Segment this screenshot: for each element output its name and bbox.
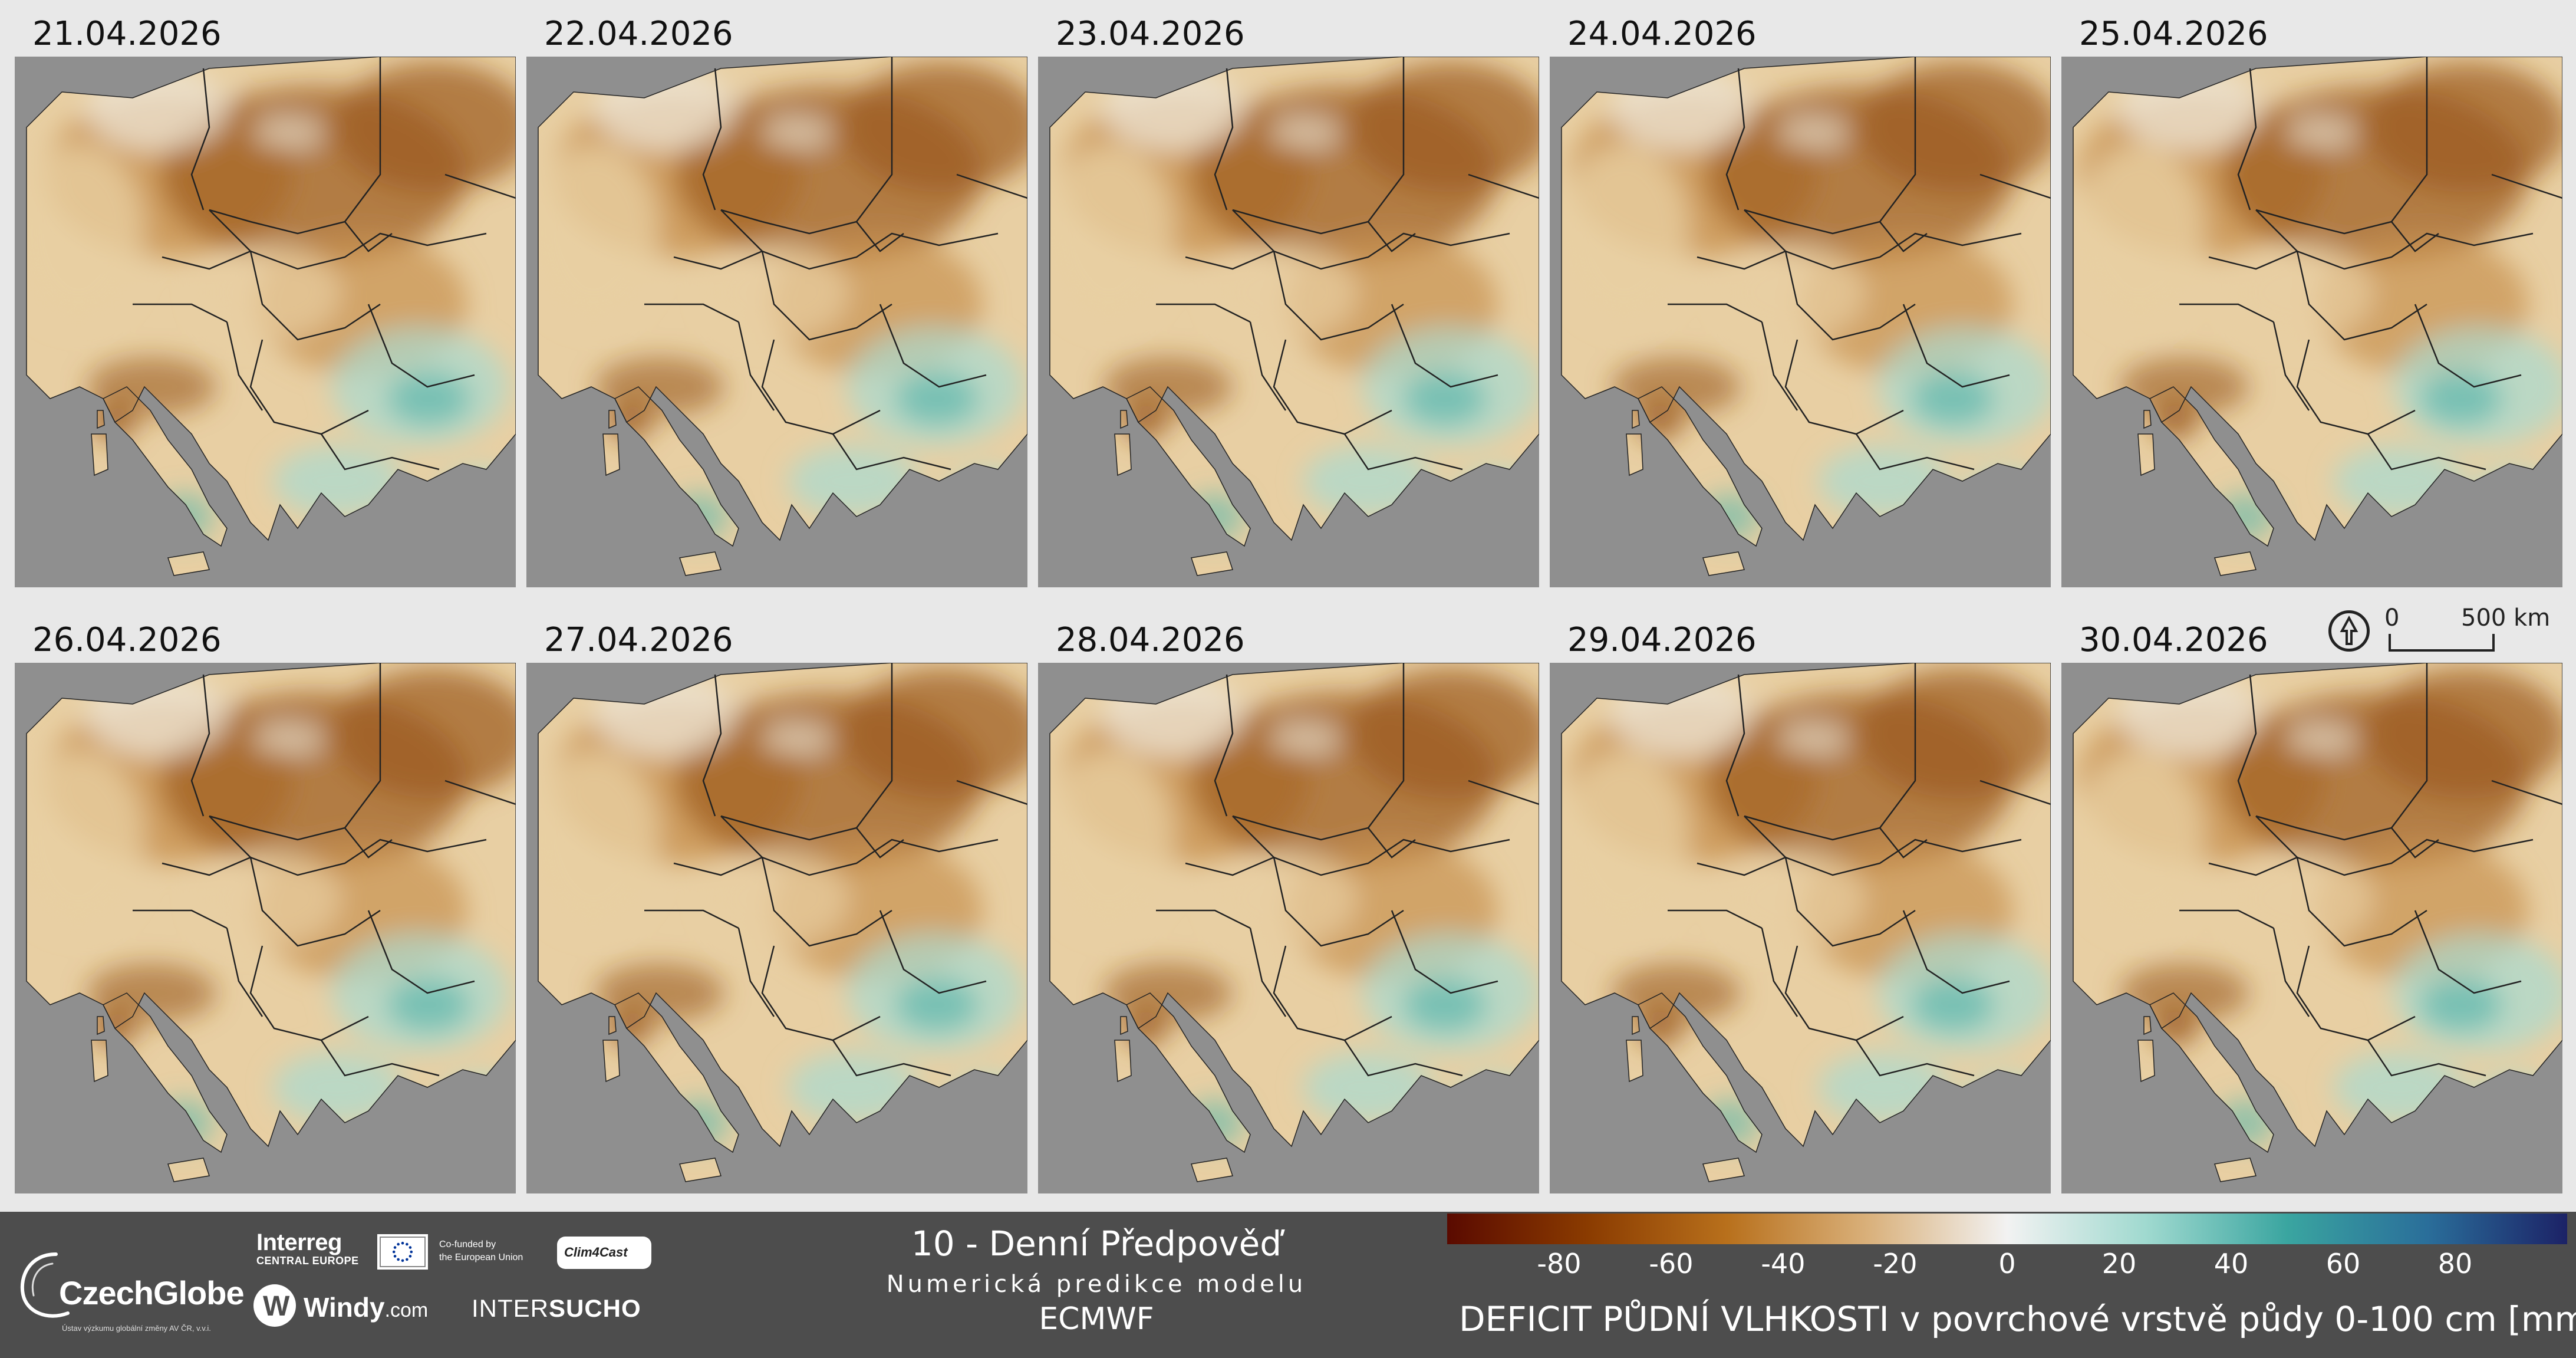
legend-tick-label: 20: [2101, 1248, 2137, 1280]
legend-tick-label: 40: [2213, 1248, 2249, 1280]
windy-name: Windy: [304, 1292, 385, 1323]
legend-tick-label: 80: [2437, 1248, 2473, 1280]
scale-bar: [2389, 634, 2495, 652]
czechglobe-swirl-icon: [20, 1252, 70, 1318]
soil-moisture-map: [526, 663, 1027, 1193]
panel-date: 29.04.2026: [1567, 621, 1757, 659]
legend-tick-label: -20: [1873, 1248, 1918, 1280]
soil-moisture-map: [1550, 663, 2051, 1193]
clim4cast-name: Clim4Cast: [564, 1245, 628, 1260]
title-line-1: 10 - Denní Předpověď: [911, 1224, 1282, 1264]
czechglobe-name: CzechGlobe: [59, 1274, 245, 1311]
legend-tick-label: 60: [2325, 1248, 2361, 1280]
soil-moisture-map: [1038, 57, 1539, 587]
panel-date: 28.04.2026: [1056, 621, 1245, 659]
clim4cast-logo: Clim4Cast: [557, 1237, 651, 1269]
country-borders: [26, 663, 516, 1182]
intersucho-part-b: SUCHO: [549, 1294, 641, 1322]
panel-date: 22.04.2026: [544, 15, 733, 53]
eu-flag-logo: [377, 1234, 428, 1270]
country-borders: [2073, 57, 2562, 576]
legend-tick-label: -60: [1649, 1248, 1694, 1280]
title-line-3: ECMWF: [1039, 1301, 1154, 1337]
windy-suffix: .com: [384, 1299, 429, 1321]
color-legend: -80 -60 -40 -20 0 20 40 60 80 DEFICIT PŮDNÍ VLHK…: [1447, 1214, 2576, 1355]
legend-tick-label: 0: [1998, 1248, 2016, 1280]
soil-moisture-map: [526, 57, 1027, 587]
country-borders: [1561, 57, 2051, 576]
panel-date: 25.04.2026: [2079, 15, 2268, 53]
legend-tick-label: -80: [1537, 1248, 1582, 1280]
eu-line-2: the European Union: [439, 1252, 523, 1262]
czechglobe-subtitle: Ústav výzkumu globální změny AV ČR, v.v.…: [62, 1324, 211, 1333]
czechglobe-logo: CzechGlobe Ústav výzkumu globální změny …: [15, 1247, 245, 1347]
interreg-logo: Interreg CENTRAL EUROPE: [256, 1229, 359, 1267]
scale-distance-label: 500 km: [2461, 604, 2551, 632]
panel-date: 23.04.2026: [1056, 15, 1245, 53]
country-borders: [26, 57, 516, 576]
panel-date: 30.04.2026: [2079, 621, 2268, 659]
interreg-subtitle: CENTRAL EUROPE: [256, 1255, 359, 1267]
title-line-2: Numerická predikce modelu: [886, 1271, 1307, 1298]
country-borders: [1049, 57, 1539, 576]
country-borders: [1049, 663, 1539, 1182]
legend-tick-label: -40: [1761, 1248, 1806, 1280]
map-scale: 0 500 km: [2328, 604, 2550, 657]
soil-moisture-map: [2061, 57, 2562, 587]
panel-date: 21.04.2026: [32, 15, 222, 53]
country-borders: [538, 663, 1027, 1182]
eu-flag-icon: [380, 1237, 426, 1267]
soil-moisture-map: [1038, 663, 1539, 1193]
panel-date: 26.04.2026: [32, 621, 222, 659]
windy-icon: W: [253, 1284, 296, 1327]
north-arrow-icon: [2328, 610, 2370, 652]
intersucho-part-a: INTER: [472, 1294, 549, 1322]
panel-date: 24.04.2026: [1567, 15, 1757, 53]
soil-moisture-map: [2061, 663, 2562, 1193]
panel-date: 27.04.2026: [544, 621, 733, 659]
footer-bar: CzechGlobe Ústav výzkumu globální změny …: [0, 1212, 2576, 1358]
forecast-title: 10 - Denní Předpověď Numerická predikce …: [813, 1224, 1379, 1337]
soil-moisture-map: [15, 57, 516, 587]
scale-zero-label: 0: [2384, 604, 2400, 632]
legend-title: DEFICIT PŮDNÍ VLHKOSTI v povrchové vrstv…: [1459, 1299, 2576, 1339]
eu-line-1: Co-funded by: [439, 1239, 496, 1250]
interreg-name: Interreg: [256, 1229, 342, 1255]
eu-cofunded-text: Co-funded by the European Union: [439, 1238, 523, 1264]
country-borders: [538, 57, 1027, 576]
soil-moisture-map: [15, 663, 516, 1193]
country-borders: [2073, 663, 2562, 1182]
intersucho-logo: INTERSUCHO: [472, 1294, 641, 1323]
legend-colorbar: [1447, 1214, 2567, 1244]
soil-moisture-map: [1550, 57, 2051, 587]
country-borders: [1561, 663, 2051, 1182]
